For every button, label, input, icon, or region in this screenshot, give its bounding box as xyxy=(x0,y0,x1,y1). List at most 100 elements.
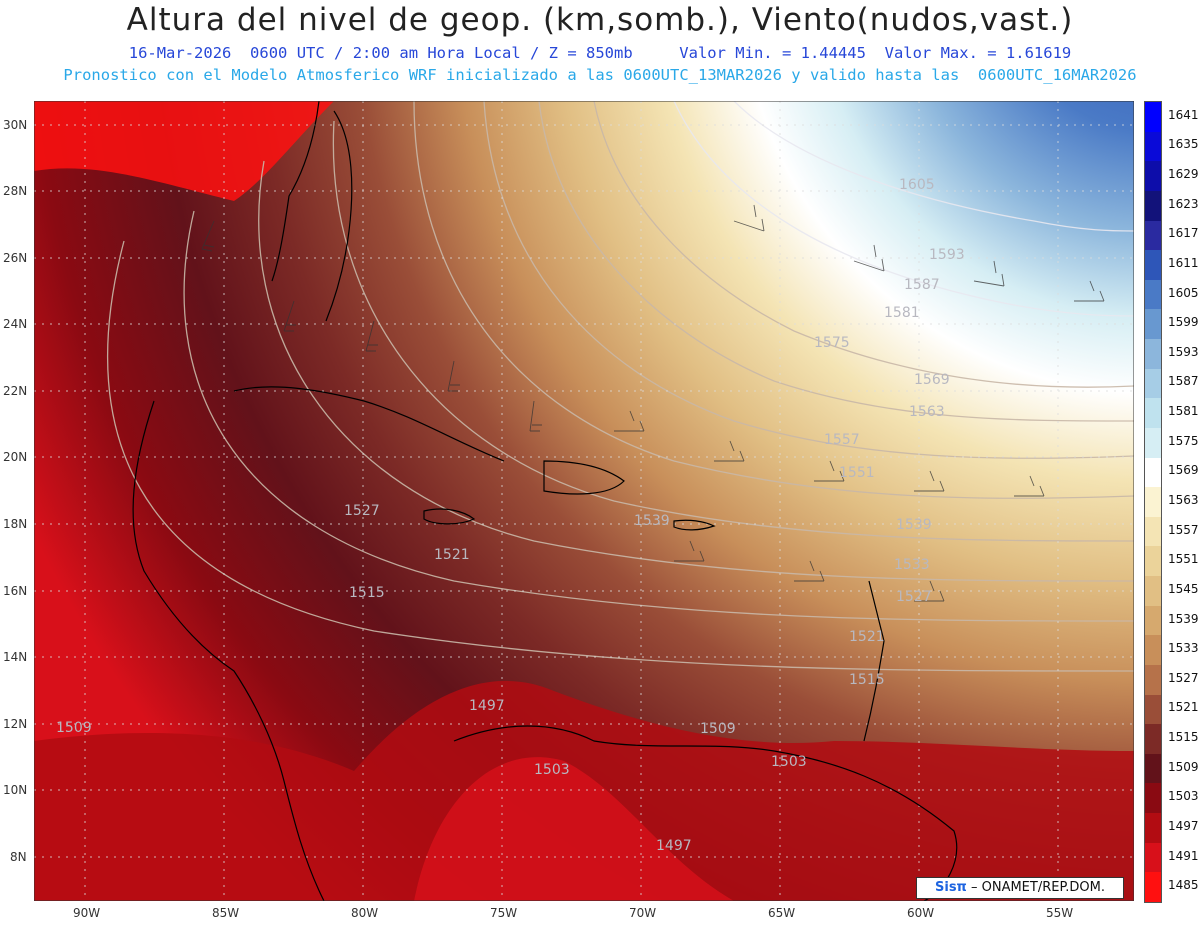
lat-tick-label: 16N xyxy=(3,584,28,598)
colorbar-swatch xyxy=(1145,190,1161,221)
credit-text: – ONAMET/REP.DOM. xyxy=(966,880,1105,895)
colorbar-label: 1491 xyxy=(1168,848,1199,863)
lat-tick-label: 20N xyxy=(3,450,28,464)
colorbar-swatch xyxy=(1145,872,1161,903)
model-info-subtitle: Pronostico con el Modelo Atmosferico WRF… xyxy=(63,66,1137,84)
colorbar-label: 1485 xyxy=(1168,878,1199,893)
contour-label: 1533 xyxy=(894,557,930,573)
lat-tick-label: 10N xyxy=(3,783,28,797)
lat-tick-label: 12N xyxy=(3,717,28,731)
colorbar-label: 1539 xyxy=(1168,611,1199,626)
lat-tick-label: 22N xyxy=(3,384,28,398)
colorbar-swatch xyxy=(1145,102,1161,133)
contour-label: 1551 xyxy=(839,465,875,481)
lon-tick-label: 75W xyxy=(490,906,518,920)
colorbar-swatch xyxy=(1145,220,1161,251)
colorbar-swatch xyxy=(1145,131,1161,162)
contour-label: 1563 xyxy=(909,404,945,420)
colorbar-label: 1587 xyxy=(1168,374,1199,389)
contour-label: 1509 xyxy=(700,721,736,737)
colorbar-swatch xyxy=(1145,813,1161,844)
colorbar-swatch xyxy=(1145,398,1161,429)
contour-label: 1575 xyxy=(814,335,850,351)
colorbar-label: 1593 xyxy=(1168,344,1199,359)
contour-label: 1539 xyxy=(634,513,670,529)
colorbar-swatch xyxy=(1145,309,1161,340)
contour-label: 1497 xyxy=(656,838,692,854)
colorbar-swatch xyxy=(1145,546,1161,577)
colorbar-swatch xyxy=(1145,694,1161,725)
colorbar-label: 1575 xyxy=(1168,433,1199,448)
credit-brand: Sisπ xyxy=(935,880,967,895)
colorbar-swatch xyxy=(1145,783,1161,814)
colorbar-label: 1641 xyxy=(1168,107,1199,122)
colorbar-swatch xyxy=(1145,250,1161,281)
contour-label: 1527 xyxy=(344,503,380,519)
contour-label: 1593 xyxy=(929,247,965,263)
credit-box: Sisπ – ONAMET/REP.DOM. xyxy=(916,877,1124,899)
colorbar-swatch xyxy=(1145,457,1161,488)
colorbar-swatch xyxy=(1145,576,1161,607)
contour-label: 1521 xyxy=(849,629,885,645)
lon-tick-label: 85W xyxy=(212,906,240,920)
lat-tick-label: 14N xyxy=(3,650,28,664)
colorbar-swatch xyxy=(1145,842,1161,873)
contour-label: 1527 xyxy=(896,589,932,605)
contour-label: 1521 xyxy=(434,547,470,563)
colorbar-swatch xyxy=(1145,724,1161,755)
lat-tick-label: 30N xyxy=(3,118,28,132)
colorbar-label: 1551 xyxy=(1168,552,1199,567)
lat-tick-label: 26N xyxy=(3,251,28,265)
contour-label: 1509 xyxy=(56,720,92,736)
colorbar-label: 1569 xyxy=(1168,463,1199,478)
colorbar-swatch xyxy=(1145,161,1161,192)
colorbar-label: 1503 xyxy=(1168,789,1199,804)
lat-tick-label: 18N xyxy=(3,517,28,531)
colorbar-label: 1509 xyxy=(1168,759,1199,774)
colorbar-label: 1533 xyxy=(1168,641,1199,656)
colorbar-swatch xyxy=(1145,516,1161,547)
lon-tick-label: 80W xyxy=(351,906,379,920)
chart-title: Altura del nivel de geop. (km,somb.), Vi… xyxy=(126,2,1074,38)
colorbar-label: 1599 xyxy=(1168,315,1199,330)
colorbar-swatch xyxy=(1145,753,1161,784)
colorbar-swatch xyxy=(1145,664,1161,696)
geopotential-map: 1605 1593 1587 1581 1575 1569 1563 1557 … xyxy=(34,101,1134,901)
colorbar-label: 1545 xyxy=(1168,581,1199,596)
colorbar-swatch xyxy=(1145,368,1161,399)
contour-label: 1587 xyxy=(904,277,940,293)
lon-tick-label: 90W xyxy=(73,906,101,920)
contour-label: 1497 xyxy=(469,698,505,714)
forecast-time-subtitle: 16-Mar-2026 0600 UTC / 2:00 am Hora Loca… xyxy=(128,44,1072,62)
colorbar-label: 1563 xyxy=(1168,493,1199,507)
colorbar-swatch xyxy=(1145,279,1161,310)
colorbar-label: 1515 xyxy=(1168,730,1199,745)
contour-label: 1503 xyxy=(771,754,807,770)
contour-label: 1569 xyxy=(914,372,950,388)
colorbar-swatch xyxy=(1145,605,1161,636)
colorbar-swatch xyxy=(1145,427,1161,459)
colorbar-swatch xyxy=(1145,635,1161,666)
colorbar-label: 1527 xyxy=(1168,670,1199,685)
lon-tick-label: 55W xyxy=(1046,906,1074,920)
colorbar-label: 1623 xyxy=(1168,196,1199,211)
contour-label: 1581 xyxy=(884,305,920,321)
contour-label: 1503 xyxy=(534,762,570,778)
lat-tick-label: 28N xyxy=(3,184,28,198)
contour-label: 1605 xyxy=(899,177,935,193)
contour-label: 1539 xyxy=(896,517,932,533)
colorbar-label: 1497 xyxy=(1168,818,1199,833)
lat-tick-label: 24N xyxy=(3,317,28,331)
colorbar-label: 1635 xyxy=(1168,137,1199,152)
lon-tick-label: 70W xyxy=(629,906,657,920)
contour-label: 1515 xyxy=(849,672,885,688)
lon-tick-label: 60W xyxy=(907,906,935,920)
colorbar xyxy=(1144,101,1162,903)
colorbar-label: 1557 xyxy=(1168,522,1199,537)
colorbar-label: 1521 xyxy=(1168,700,1199,715)
contour-label: 1515 xyxy=(349,585,385,601)
colorbar-swatch xyxy=(1145,339,1161,370)
colorbar-label: 1617 xyxy=(1168,226,1199,241)
colorbar-label: 1611 xyxy=(1168,255,1199,270)
colorbar-swatch xyxy=(1145,487,1161,518)
